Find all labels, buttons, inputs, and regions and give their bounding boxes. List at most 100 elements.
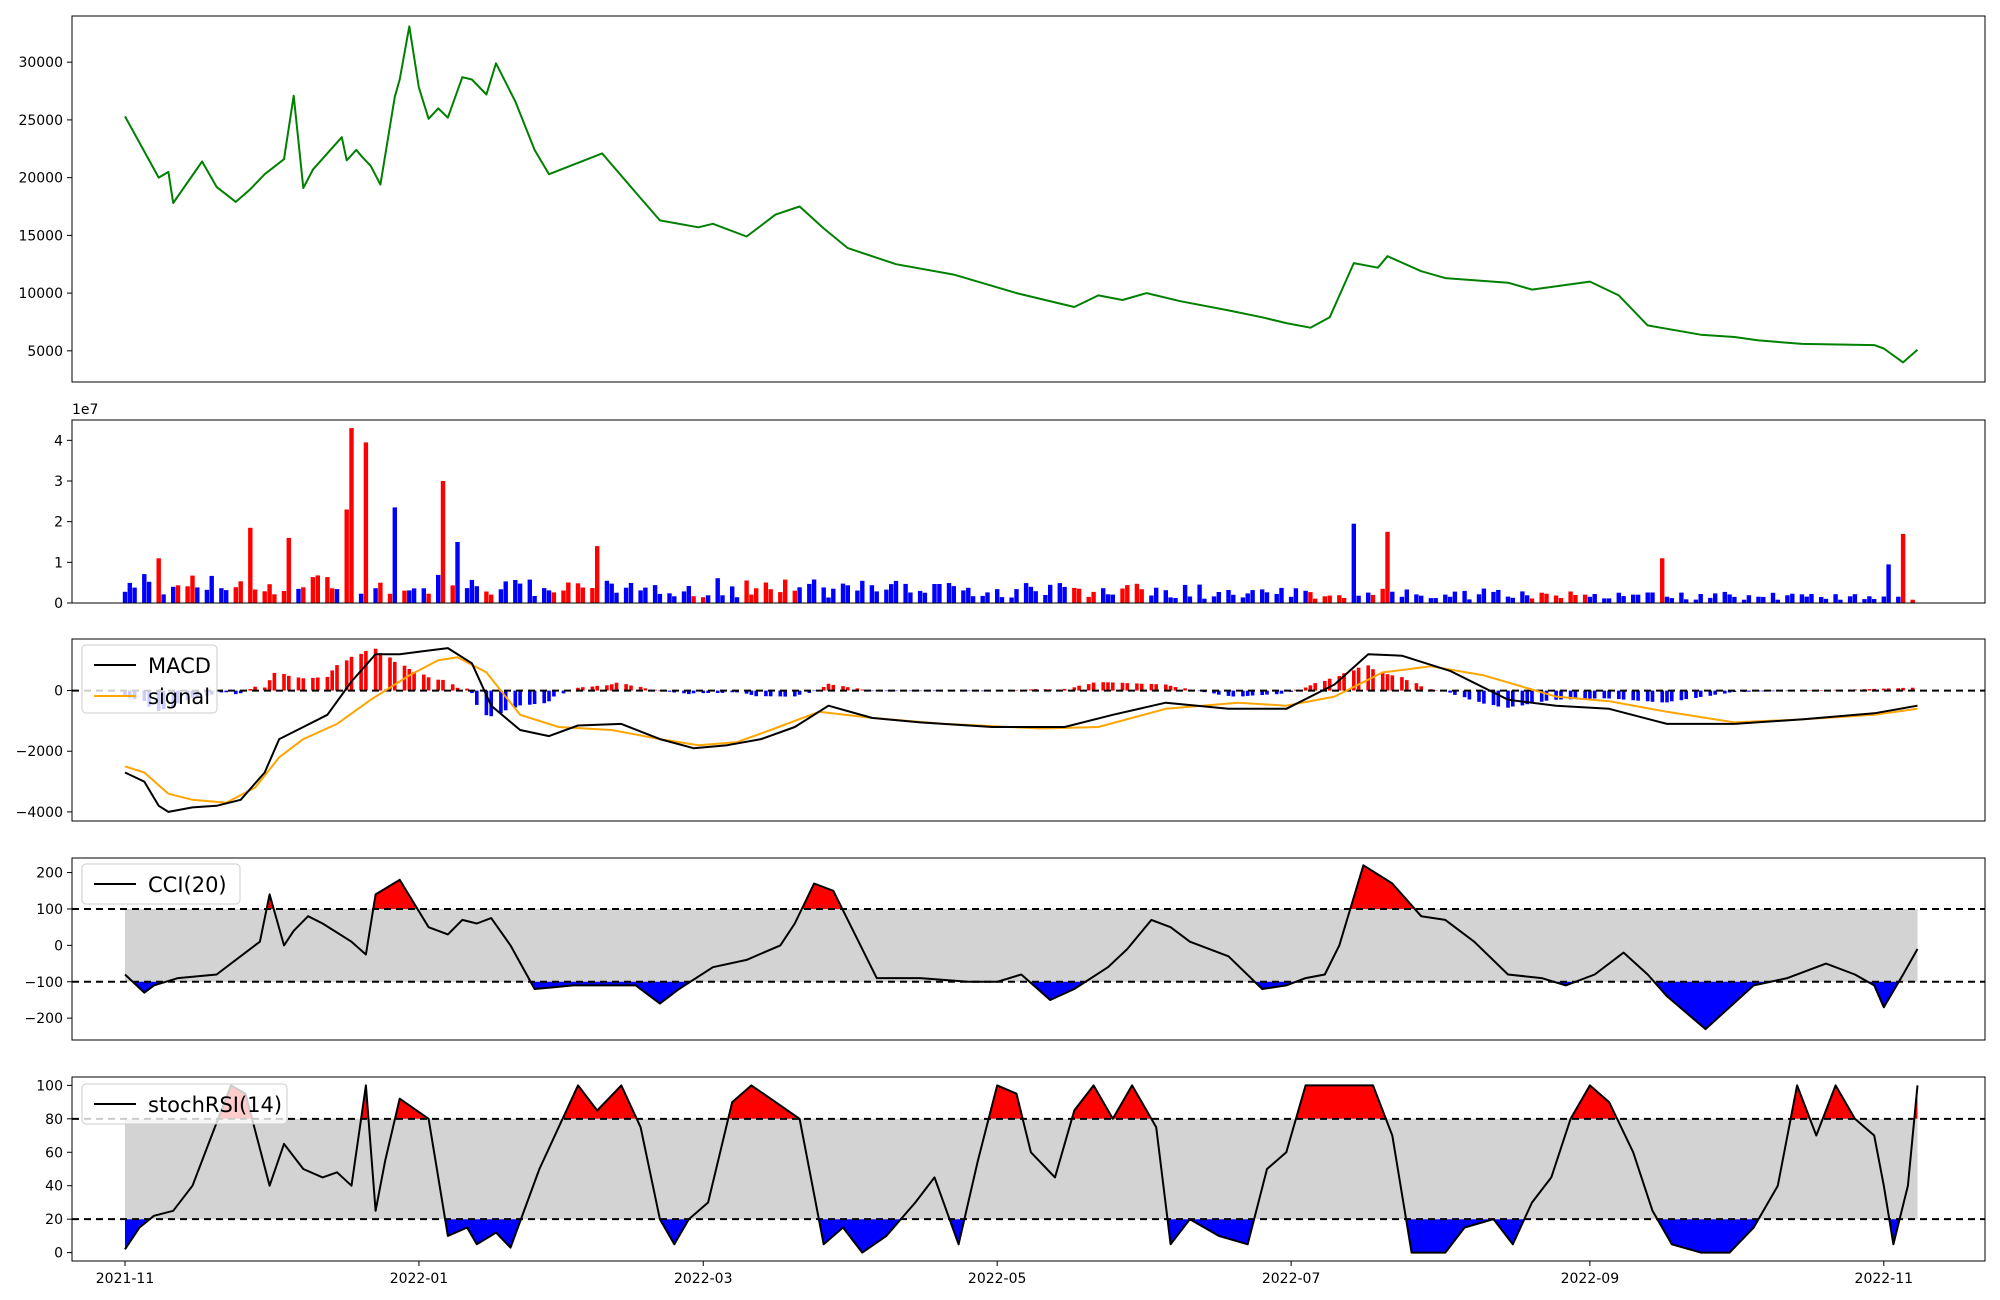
macd-histogram-bar bbox=[807, 690, 812, 693]
volume-bar bbox=[917, 590, 923, 603]
volume-bar bbox=[1202, 598, 1207, 603]
volume-bar bbox=[1573, 595, 1578, 603]
volume-bar bbox=[1028, 586, 1034, 603]
volume-bar bbox=[281, 591, 287, 603]
volume-bar bbox=[1048, 584, 1053, 603]
macd-histogram-bar bbox=[821, 687, 826, 691]
macd-histogram-bar bbox=[778, 690, 783, 697]
volume-bar bbox=[1385, 531, 1390, 603]
macd-histogram-bar bbox=[325, 676, 330, 691]
axes-layer bbox=[67, 15, 1986, 1266]
volume-bar bbox=[1110, 594, 1115, 603]
macd-histogram-bar bbox=[238, 690, 243, 694]
volume-bar bbox=[498, 589, 504, 603]
volume-bar bbox=[1775, 599, 1780, 603]
volume-bar bbox=[1785, 595, 1790, 603]
macd-histogram-bar bbox=[1636, 690, 1640, 701]
volume-bar bbox=[1910, 599, 1915, 603]
price-line bbox=[124, 25, 1919, 364]
volume-bar bbox=[551, 592, 557, 603]
volume-bar bbox=[450, 585, 455, 603]
legend-cci-label: CCI(20) bbox=[148, 873, 227, 897]
macd-histogram-bar bbox=[1101, 682, 1105, 691]
bar-layer bbox=[122, 428, 1915, 717]
macd-histogram-bar bbox=[1308, 685, 1313, 691]
stochrsi-overbought-fill bbox=[562, 1085, 637, 1119]
macd-histogram-bar bbox=[335, 665, 339, 691]
stochrsi-oversold-fill bbox=[659, 1219, 689, 1245]
volume-bar bbox=[455, 542, 460, 603]
volume-bar bbox=[807, 583, 812, 603]
stochrsi-oversold-fill bbox=[445, 1219, 521, 1248]
volume-bar bbox=[1886, 564, 1891, 603]
macd-histogram-bar bbox=[1294, 689, 1298, 691]
volume-bar bbox=[628, 583, 634, 603]
macd-histogram-bar bbox=[1462, 690, 1467, 698]
volume-bar bbox=[783, 579, 788, 603]
macd-histogram-bar bbox=[1274, 690, 1279, 695]
volume-bar bbox=[1553, 595, 1559, 603]
volume-bar bbox=[966, 587, 971, 603]
y-tick-label: 60 bbox=[45, 1145, 63, 1161]
macd-histogram-bar bbox=[542, 690, 546, 704]
volume-bar bbox=[1173, 598, 1178, 603]
volume-bar bbox=[209, 575, 214, 603]
volume-bar bbox=[1216, 592, 1221, 603]
y-tick-label: −100 bbox=[25, 975, 63, 991]
macd-histogram-bar bbox=[720, 690, 725, 693]
volume-bar bbox=[344, 509, 349, 603]
macd-histogram-bar bbox=[1559, 690, 1563, 700]
macd-histogram-bar bbox=[590, 686, 595, 691]
macd-histogram-bar bbox=[1771, 690, 1775, 692]
macd-histogram-bar bbox=[450, 684, 455, 691]
macd-histogram-bar bbox=[1164, 684, 1168, 691]
volume-bar bbox=[542, 588, 547, 603]
volume-bar bbox=[146, 581, 152, 603]
stochrsi-oversold-fill bbox=[949, 1219, 965, 1245]
macd-histogram-bar bbox=[1217, 690, 1221, 695]
macd-histogram-bar bbox=[316, 677, 320, 691]
volume-bar bbox=[922, 592, 928, 603]
volume-bar bbox=[1631, 594, 1636, 603]
macd-histogram-bar bbox=[691, 690, 696, 694]
macd-histogram-bar bbox=[1029, 689, 1033, 691]
volume-bar bbox=[1356, 595, 1361, 603]
volume-bar bbox=[1867, 596, 1872, 603]
volume-bar bbox=[932, 584, 937, 603]
volume-bar bbox=[238, 581, 243, 603]
macd-histogram-bar bbox=[1356, 667, 1361, 691]
volume-bar bbox=[604, 580, 610, 603]
macd-histogram-bar bbox=[629, 685, 633, 691]
volume-bar bbox=[667, 593, 672, 603]
volume-bar bbox=[1900, 533, 1906, 603]
legend-stochrsi-label: stochRSI(14) bbox=[148, 1093, 282, 1117]
macd-histogram-bar bbox=[1631, 690, 1635, 701]
macd-histogram-bar bbox=[1250, 690, 1255, 696]
macd-histogram-bar bbox=[812, 690, 816, 692]
volume-bar bbox=[267, 584, 272, 603]
volume-bar bbox=[869, 585, 875, 603]
volume-bar bbox=[652, 585, 658, 603]
macd-histogram-bar bbox=[860, 689, 865, 691]
macd-histogram-bar bbox=[267, 680, 272, 691]
macd-histogram-bar bbox=[253, 686, 257, 691]
volume-bar bbox=[310, 577, 316, 603]
x-tick-label: 2022-07 bbox=[1262, 1271, 1321, 1287]
volume-bar bbox=[1163, 590, 1168, 603]
macd-histogram-bar bbox=[1713, 690, 1717, 695]
macd-histogram-bar bbox=[1062, 688, 1067, 691]
macd-histogram-bar bbox=[455, 687, 460, 691]
volume-bar bbox=[127, 582, 132, 603]
volume-bar bbox=[334, 589, 340, 603]
volume-bar bbox=[1341, 598, 1347, 603]
stochrsi-oversold-fill bbox=[1657, 1219, 1759, 1253]
macd-histogram-bar bbox=[1650, 690, 1655, 702]
volume-bar bbox=[1105, 594, 1111, 603]
volume-bar bbox=[1091, 591, 1096, 603]
macd-histogram-bar bbox=[1896, 688, 1901, 691]
macd-histogram-bar bbox=[1819, 690, 1823, 691]
cci-oversold-fill bbox=[1029, 981, 1086, 1000]
x-tick-label: 2022-09 bbox=[1561, 1271, 1620, 1287]
volume-bar bbox=[252, 589, 258, 603]
